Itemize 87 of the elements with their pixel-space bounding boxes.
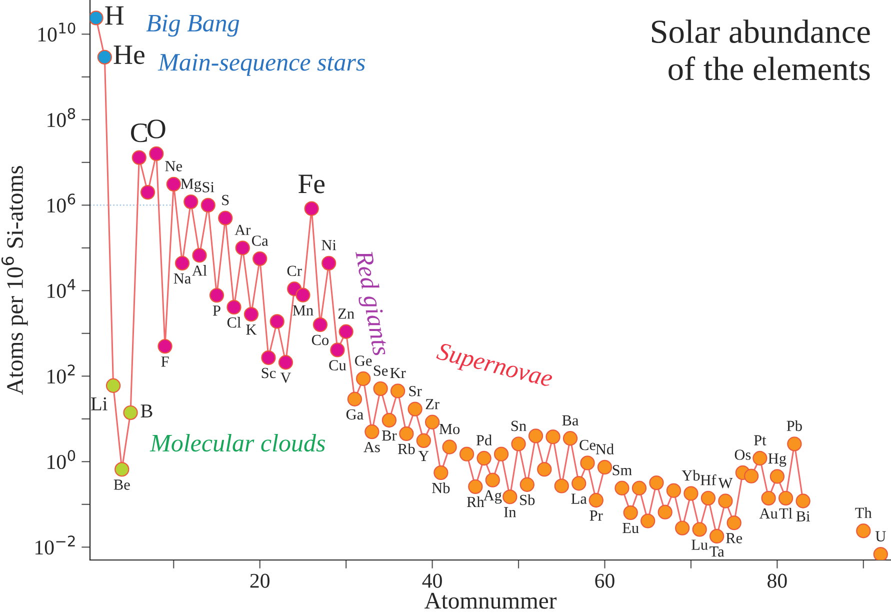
y-tick-label: 10$^{2}$ <box>48 364 75 384</box>
annotation: As <box>364 442 380 452</box>
annotation: V <box>280 372 292 383</box>
annotation: Re <box>726 533 742 544</box>
annotation: Au <box>759 508 778 519</box>
annotation: Sc <box>262 368 276 378</box>
annotation: Hg <box>768 453 786 467</box>
text: Solar abundance of the elements <box>652 20 870 80</box>
annotation: Fe <box>298 174 325 194</box>
annotation: Sn <box>511 420 526 432</box>
annotation: Zr <box>426 399 440 410</box>
annotation: Pt <box>754 435 766 446</box>
annotation: Zn <box>338 308 354 319</box>
annotation: P <box>212 306 220 316</box>
y-tick-label: 10$^{8}$ <box>48 108 76 128</box>
annotation: Eu <box>622 522 639 534</box>
annotation: O <box>148 120 166 138</box>
annotation: Ca <box>252 236 268 246</box>
x-tick-label: 40 <box>422 574 442 588</box>
y-tick-label: 10$^{0}$ <box>48 450 76 470</box>
x-axis-title: Atomnummer <box>424 592 557 609</box>
annotation: Big Bang <box>146 14 240 37</box>
annotation: Sm <box>612 465 632 476</box>
x-tick-label: 20 <box>250 574 270 588</box>
annotation: Al <box>192 265 207 276</box>
x-tick-label: 80 <box>768 574 787 588</box>
annotation: Supernovae <box>434 342 554 392</box>
annotation: Sr <box>409 386 422 396</box>
annotation: In <box>504 507 516 518</box>
annotation: H <box>105 6 124 25</box>
annotation: Ta <box>710 546 724 557</box>
annotation: Ga <box>346 409 364 420</box>
annotation: Rh <box>466 496 484 507</box>
annotation: Red giants <box>356 249 386 356</box>
annotation: Ba <box>562 415 579 426</box>
annotation: Si <box>202 182 214 192</box>
annotation: Hf <box>700 474 716 486</box>
annotation: Kr <box>390 368 406 378</box>
annotation: U <box>875 531 886 542</box>
y-tick-label: 10$^{−2}$ <box>36 536 75 555</box>
annotation: Cu <box>329 360 346 370</box>
annotation: Cr <box>287 266 302 276</box>
annotation: Os <box>734 450 751 460</box>
annotation: Co <box>312 334 329 346</box>
annotation: Li <box>91 397 108 410</box>
annotation: Main-sequence stars <box>158 54 365 76</box>
annotation: La <box>571 494 587 504</box>
annotation: W <box>718 478 733 488</box>
annotation: Pb <box>786 420 802 432</box>
annotation: Mo <box>439 424 460 434</box>
annotation: Nb <box>432 482 450 494</box>
annotation: B <box>140 404 152 418</box>
annotation: Yb <box>682 470 700 481</box>
annotation: Ne <box>165 161 182 172</box>
annotation: Be <box>114 480 130 490</box>
annotation: Br <box>382 430 397 441</box>
annotation: Se <box>374 366 388 376</box>
annotation: Tl <box>779 508 792 518</box>
annotation: Mg <box>180 178 202 192</box>
annotation: Ar <box>234 224 251 235</box>
annotation: Bi <box>796 511 810 522</box>
annotation: Na <box>174 273 191 284</box>
annotation: Ce <box>580 440 596 450</box>
annotation: Y <box>418 450 429 461</box>
y-tick-label: 10$^{6}$ <box>48 194 76 213</box>
annotation: Ni <box>322 240 336 250</box>
y-tick-label: 10$^{10}$ <box>38 22 76 42</box>
annotation: Lu <box>692 540 708 550</box>
annotation: Rb <box>398 443 415 454</box>
annotation: Mn <box>292 305 314 316</box>
annotation: Ag <box>483 490 502 504</box>
annotation: Pd <box>476 434 492 446</box>
annotation: Nd <box>596 444 614 454</box>
y-axis-title: Atoms per 10$^{6}$ Si-atoms <box>1 166 28 395</box>
annotation: Ge <box>355 356 372 366</box>
annotation: He <box>114 46 144 64</box>
annotation: C <box>131 124 147 142</box>
annotation: Pr <box>590 510 603 521</box>
annotation: Sb <box>520 494 535 506</box>
annotation: Cl <box>227 316 241 328</box>
annotation: F <box>161 356 169 367</box>
x-tick-label: 60 <box>595 574 614 588</box>
annotation: S <box>222 194 229 206</box>
y-tick-label: 10$^{4}$ <box>48 279 76 298</box>
annotation: K <box>246 324 257 335</box>
annotation: Molecular clouds <box>150 434 325 452</box>
annotation: Th <box>855 507 872 518</box>
